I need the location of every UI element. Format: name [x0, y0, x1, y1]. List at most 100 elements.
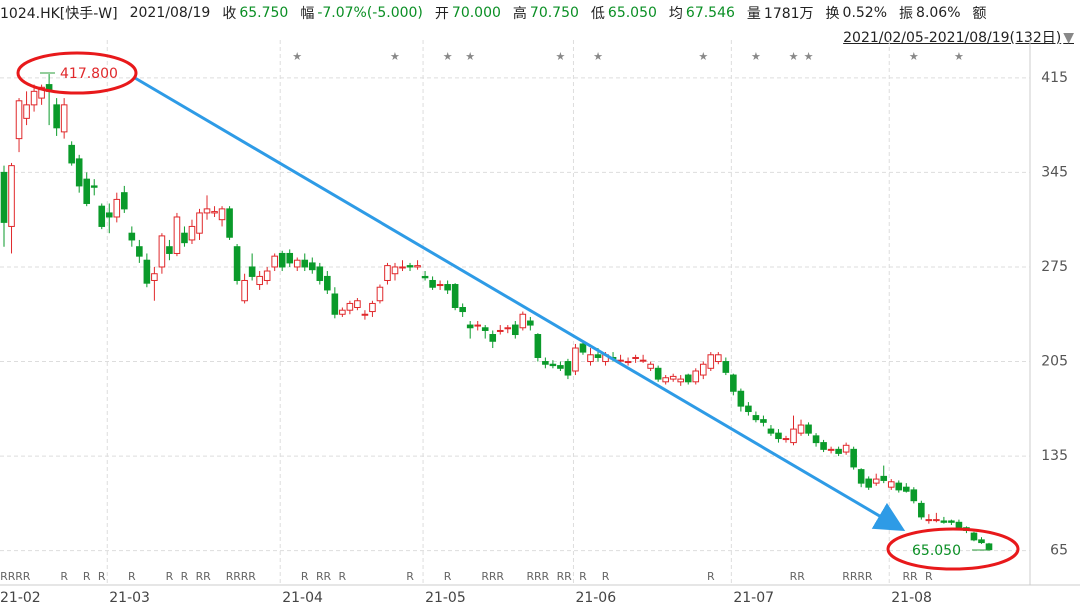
candle-body [902, 486, 910, 492]
event-flag: R [83, 570, 91, 583]
candle-body [181, 232, 188, 244]
candle-body [632, 356, 639, 359]
candle-body [842, 444, 850, 453]
candle-body [136, 246, 143, 257]
label: 幅 [300, 6, 315, 22]
candle-body [196, 212, 203, 234]
event-flag: R [196, 570, 204, 583]
candle-body [90, 185, 98, 188]
y-tick-label: 135 [1041, 448, 1068, 464]
label: 量 [746, 6, 761, 22]
event-flag: R [241, 570, 249, 583]
event-flag: R [790, 570, 798, 583]
candle-body [60, 104, 68, 133]
candle-body [519, 313, 527, 329]
candle-body [692, 370, 700, 383]
candle-body [286, 252, 294, 264]
date-range[interactable]: 2021/02/05-2021/08/19(132日) ▼ [843, 27, 1074, 47]
event-flag: R [233, 570, 241, 583]
candle-body [865, 478, 872, 488]
candle-body [760, 419, 767, 423]
candle-body [256, 275, 263, 286]
candle-body [23, 104, 30, 119]
candle-body [587, 354, 594, 363]
candle-body [474, 324, 482, 327]
candle-body [15, 100, 23, 140]
event-flag: R [339, 570, 347, 583]
candle-body [354, 300, 361, 309]
candle-body [699, 363, 707, 376]
event-flag: R [181, 570, 189, 583]
candle-body [684, 374, 692, 383]
candle-body [293, 259, 301, 268]
event-star: ★ [698, 50, 708, 63]
candle-body [857, 469, 865, 484]
event-flag: R [0, 570, 8, 583]
candle-body [918, 502, 925, 518]
candle-body [128, 232, 136, 241]
candle-body [233, 246, 241, 281]
candle-body [948, 520, 955, 523]
candle-body [910, 489, 918, 502]
candle-body [466, 324, 474, 329]
event-flag: R [910, 570, 918, 583]
event-flag: R [842, 570, 850, 583]
event-flag: R [128, 570, 136, 583]
trend-arrow [134, 76, 906, 532]
candle-body [248, 266, 256, 277]
candle-body [564, 361, 572, 376]
candle-body [376, 286, 384, 302]
value: 8.06% [916, 5, 961, 21]
event-flag: R [60, 570, 68, 583]
candle-body [805, 424, 812, 434]
candle-body [647, 363, 654, 369]
x-tick-label: 21-08 [891, 590, 932, 606]
range-text[interactable]: 2021/02/05-2021/08/19(132日) [843, 30, 1062, 46]
highlight-ellipse [16, 51, 138, 95]
candle-body [301, 259, 309, 268]
event-flag: R [707, 570, 715, 583]
candle-body [459, 307, 466, 313]
event-flag: R [323, 570, 331, 583]
event-star: ★ [909, 50, 919, 63]
candle-body [745, 405, 752, 413]
candle-body [775, 432, 782, 440]
event-flag: R [527, 570, 535, 583]
label: 高 [512, 6, 527, 22]
candle-body [226, 208, 233, 238]
candle-body [812, 435, 820, 444]
candle-body [308, 262, 316, 271]
candle-body [166, 246, 173, 254]
dropdown-arrow[interactable]: ▼ [1063, 30, 1074, 46]
event-star: ★ [443, 50, 453, 63]
event-star: ★ [804, 50, 814, 63]
candle-body [406, 265, 414, 268]
candle-body [895, 482, 903, 491]
candle-body [105, 212, 113, 218]
label: 开 [434, 6, 449, 22]
candle-body [263, 270, 271, 281]
candle-body [173, 216, 181, 254]
candle-body [790, 428, 797, 444]
date: 2021/08/19 [129, 5, 211, 21]
event-flag: R [226, 570, 234, 583]
event-flag: R [98, 570, 106, 583]
candle-body [872, 478, 880, 484]
value: 67.546 [685, 5, 735, 21]
candle-body [797, 424, 805, 434]
candle-body [38, 86, 45, 99]
event-flag: R [797, 570, 805, 583]
candle-body [887, 481, 895, 488]
candle-body [384, 265, 391, 281]
candle-body [436, 284, 444, 287]
candle-body [324, 275, 331, 291]
candle-body [827, 448, 835, 451]
candle-body [361, 313, 369, 316]
y-tick-label: 205 [1041, 354, 1068, 370]
event-flag: R [481, 570, 489, 583]
candle-body [8, 165, 15, 227]
label: 收 [222, 6, 237, 22]
candle-body [489, 334, 497, 342]
candle-body [557, 365, 564, 369]
event-star: ★ [465, 50, 475, 63]
